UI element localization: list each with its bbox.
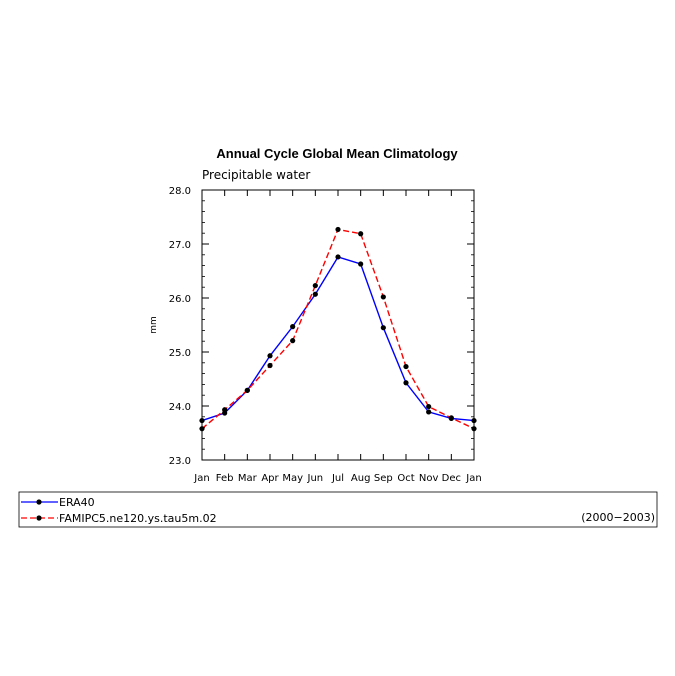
x-tick-labels: Jan Feb Mar Apr May Jun Jul Aug Sep Oct Nov Dec Jan: [193, 473, 481, 484]
data-point: [222, 407, 228, 413]
data-point: [312, 291, 318, 297]
data-point: [358, 261, 364, 267]
x-tick-label: Mar: [238, 473, 258, 484]
x-tick-label: Aug: [351, 473, 371, 484]
data-point: [244, 387, 250, 393]
legend-marker: [36, 515, 42, 521]
x-tick-label: Feb: [216, 473, 234, 484]
data-point: [267, 362, 273, 369]
data-point: [267, 353, 273, 359]
x-tick-label: May: [282, 473, 303, 484]
legend-label: FAMIPC5.ne120.ys.tau5m.02: [59, 512, 217, 525]
axis-ticks: [201, 189, 475, 461]
x-tick-label: Jan: [193, 473, 209, 484]
legend-period-label: (2000−2003): [581, 511, 655, 524]
data-point: [426, 403, 432, 410]
data-point: [358, 231, 364, 237]
y-tick-label: 28.0: [169, 186, 191, 197]
y-tick-label: 24.0: [169, 402, 191, 413]
chart-subtitle: Precipitable water: [202, 168, 310, 182]
chart-title: Annual Cycle Global Mean Climatology: [216, 146, 458, 161]
data-point: [448, 415, 454, 421]
y-tick-labels: 23.0 24.0 25.0 26.0 27.0 28.0: [169, 186, 191, 467]
data-point: [471, 417, 477, 424]
data-point: [290, 338, 296, 344]
x-tick-label: Sep: [374, 473, 393, 484]
y-tick-label: 26.0: [169, 294, 191, 305]
legend: ERA40 FAMIPC5.ne120.ys.tau5m.02: [21, 496, 217, 525]
y-tick-label: 25.0: [169, 348, 191, 359]
legend-label: ERA40: [59, 496, 95, 509]
x-tick-label: Jul: [331, 473, 344, 484]
series-line: [201, 256, 475, 422]
data-point: [199, 417, 205, 424]
x-tick-label: Nov: [419, 473, 439, 484]
x-tick-label: Jan: [465, 473, 481, 484]
data-point: [403, 380, 409, 386]
x-tick-label: Apr: [261, 473, 279, 484]
x-tick-label: Oct: [397, 473, 414, 484]
series-layer: [199, 226, 477, 432]
data-point: [380, 325, 386, 331]
data-point: [471, 426, 477, 432]
x-tick-label: Jun: [307, 473, 324, 484]
data-point: [290, 324, 296, 330]
x-tick-label: Dec: [442, 473, 461, 484]
data-point: [335, 226, 341, 233]
legend-box: [18, 491, 658, 528]
data-point: [335, 254, 341, 260]
data-point: [380, 294, 386, 300]
legend-marker: [36, 499, 42, 505]
data-point: [426, 409, 432, 415]
y-axis-label: mm: [149, 316, 159, 334]
data-point: [312, 282, 318, 289]
y-tick-label: 27.0: [169, 240, 191, 251]
data-point: [403, 363, 409, 370]
data-point: [199, 426, 205, 432]
y-tick-label: 23.0: [169, 456, 191, 467]
